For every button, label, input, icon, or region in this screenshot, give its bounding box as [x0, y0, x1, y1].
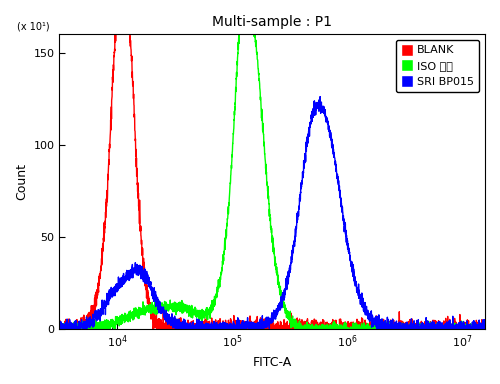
Y-axis label: Count: Count [15, 163, 28, 200]
Text: (x 10¹): (x 10¹) [17, 22, 50, 31]
Title: Multi-sample : P1: Multi-sample : P1 [212, 15, 332, 29]
Legend: BLANK, ISO 多抗, SRI BP015: BLANK, ISO 多抗, SRI BP015 [396, 40, 479, 92]
X-axis label: FITC-A: FITC-A [252, 356, 292, 369]
